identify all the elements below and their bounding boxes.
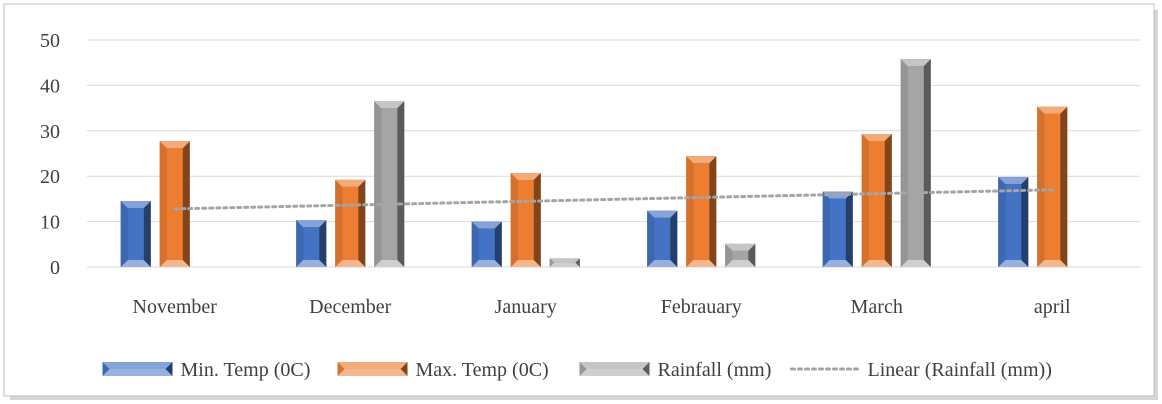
legend-label: Max. Temp (0C) — [416, 359, 549, 381]
bar-rainfall-mm--march — [900, 59, 931, 268]
y-tick-label: 50 — [40, 30, 60, 52]
legend-swatch — [337, 362, 408, 376]
x-category-label: March — [851, 296, 903, 318]
bar-rainfall-mm--january — [549, 258, 580, 267]
trendline — [173, 188, 1054, 211]
bar-rainfall-mm--december — [374, 101, 405, 267]
y-tick-label: 20 — [40, 166, 60, 188]
bar-min-temp-0c--november — [120, 201, 151, 267]
legend-swatch — [579, 362, 650, 376]
bar-min-temp-0c--april — [998, 177, 1029, 267]
y-tick-label: 30 — [40, 121, 60, 143]
bar-max-temp-0c--april — [1037, 106, 1068, 267]
legend-label: Rainfall (mm) — [658, 359, 772, 381]
legend-entry: Min. Temp (0C) — [102, 359, 311, 381]
bar-max-temp-0c--december — [335, 179, 366, 267]
bar-max-temp-0c--febrauary — [686, 156, 717, 267]
legend-entry: Rainfall (mm) — [579, 359, 772, 381]
legend: Min. Temp (0C) Max. Temp (0C) Rainfall (mm… — [102, 359, 1052, 381]
chart-border — [3, 3, 1155, 397]
legend-swatch — [102, 362, 173, 376]
bars-layer — [120, 59, 1068, 268]
trendline-layer — [173, 188, 1054, 211]
y-tick-label: 40 — [40, 75, 60, 97]
x-category-label: December — [309, 296, 392, 318]
bar-min-temp-0c--december — [296, 220, 327, 267]
bar-max-temp-0c--november — [159, 141, 190, 267]
y-tick-label: 0 — [50, 257, 60, 279]
x-axis-category-labels: November December January Febrauary March apr… — [133, 296, 1071, 318]
legend-entry: Linear (Rainfall (mm)) — [790, 359, 1052, 381]
bar-min-temp-0c--march — [822, 191, 853, 267]
bar-max-temp-0c--january — [510, 173, 541, 267]
bar-min-temp-0c--febrauary — [647, 210, 678, 267]
bar-rainfall-mm--febrauary — [725, 243, 756, 267]
legend-label: Linear (Rainfall (mm)) — [868, 359, 1052, 381]
grid-layer — [87, 39, 1140, 268]
x-category-label: January — [495, 296, 557, 318]
legend-label: Min. Temp (0C) — [181, 359, 311, 381]
x-category-label: Febrauary — [661, 296, 742, 318]
bar-max-temp-0c--march — [861, 133, 892, 267]
x-category-label: November — [133, 296, 218, 318]
legend-entry: Max. Temp (0C) — [337, 359, 549, 381]
y-tick-label: 10 — [40, 212, 60, 234]
bar-min-temp-0c--january — [471, 221, 502, 267]
y-axis-tick-labels: 0 10 20 30 40 50 — [40, 30, 60, 279]
x-category-label: april — [1034, 296, 1071, 318]
